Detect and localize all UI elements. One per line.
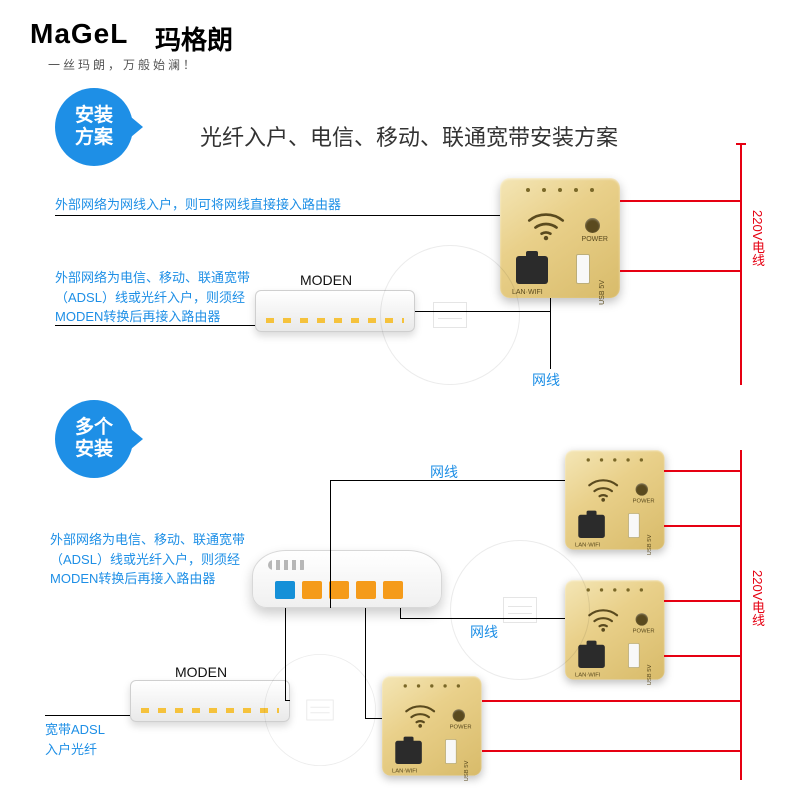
- power-h-b3a: [482, 700, 742, 702]
- label-net-b1: 网线: [430, 462, 458, 482]
- wire-net-down: [550, 311, 551, 369]
- power-h-top2: [620, 270, 740, 272]
- power-v-top: [740, 145, 742, 385]
- wall-router-1: POWER LAN·WIFI USB 5V: [500, 178, 620, 298]
- label-moden-top: MODEN: [300, 272, 352, 288]
- badge-install: 安装 方案: [55, 88, 133, 166]
- caption-adsl: 宽带ADSL 入户光纤: [45, 720, 105, 759]
- wire-sw-b3-v: [365, 608, 366, 718]
- power-h-b2b: [664, 655, 740, 657]
- badge-multi: 多个 安装: [55, 400, 133, 478]
- label-power-top: 220V电线: [748, 210, 767, 266]
- wire-sw-b3-h: [365, 718, 382, 719]
- badge-l1: 多个: [75, 417, 113, 439]
- badge-l2: 安装: [75, 439, 113, 461]
- modem-bot: [130, 680, 290, 722]
- wire-to-modem-top: [55, 325, 255, 326]
- usb-label: USB 5V: [599, 280, 606, 305]
- power-h-b1a: [664, 470, 740, 472]
- wifi-icon: [524, 206, 568, 242]
- brand-logo-cn: 玛格朗: [155, 20, 233, 57]
- caption-moden-bot: 外部网络为电信、移动、联通宽带 （ADSL）线或光纤入户，则须经 MODEN转换…: [50, 530, 280, 589]
- switch-router: [252, 550, 442, 608]
- wire-sw-b2-v: [400, 608, 401, 618]
- headline: 光纤入户、电信、移动、联通宽带安装方案: [200, 120, 618, 152]
- caption-moden-top: 外部网络为电信、移动、联通宽带 （ADSL）线或光纤入户，则须经 MODEN转换…: [55, 268, 285, 327]
- brand-logo-en: MaGeL: [30, 18, 128, 50]
- wire-modem-switch-h: [285, 700, 290, 701]
- wire-sw-b1-v: [330, 480, 331, 608]
- label-net-b2: 网线: [470, 622, 498, 642]
- wire-modem-switch-v: [285, 608, 286, 700]
- power-h-b3b: [482, 750, 742, 752]
- badge-l2: 方案: [75, 127, 113, 149]
- power-button-icon: [585, 218, 600, 233]
- label-power-bot: 220V电线: [748, 570, 767, 626]
- wire-sw-b2-h0: [400, 618, 443, 619]
- rj45-port-icon: [516, 256, 548, 284]
- lan-label: LAN·WIFI: [512, 289, 543, 296]
- wall-router-b3: POWER LAN·WIFI USB 5V: [382, 676, 482, 776]
- usb-port-icon: [576, 254, 590, 284]
- wire-direct: [55, 215, 500, 216]
- wall-router-b2: POWER LAN·WIFI USB 5V: [565, 580, 665, 680]
- power-v-bot: [740, 450, 742, 780]
- wire-adsl-in: [45, 715, 130, 716]
- power-top-cap: [736, 143, 746, 145]
- power-label: POWER: [582, 236, 608, 243]
- power-h-b2a: [664, 600, 740, 602]
- power-h-top1: [620, 200, 740, 202]
- power-h-b1b: [664, 525, 740, 527]
- label-moden-bot: MODEN: [175, 664, 227, 680]
- wire-sw-b2-h: [442, 618, 565, 619]
- wall-router-b1: POWER LAN·WIFI USB 5V: [565, 450, 665, 550]
- label-net-top: 网线: [532, 370, 560, 390]
- wire-modem-out-h: [415, 311, 551, 312]
- modem-top: [255, 290, 415, 332]
- caption-direct: 外部网络为网线入户，则可将网线直接接入路由器: [55, 195, 385, 215]
- brand-tagline: 一丝玛朗，万般始澜！: [48, 56, 198, 73]
- wire-modem-out-v: [550, 298, 551, 312]
- badge-l1: 安装: [75, 105, 113, 127]
